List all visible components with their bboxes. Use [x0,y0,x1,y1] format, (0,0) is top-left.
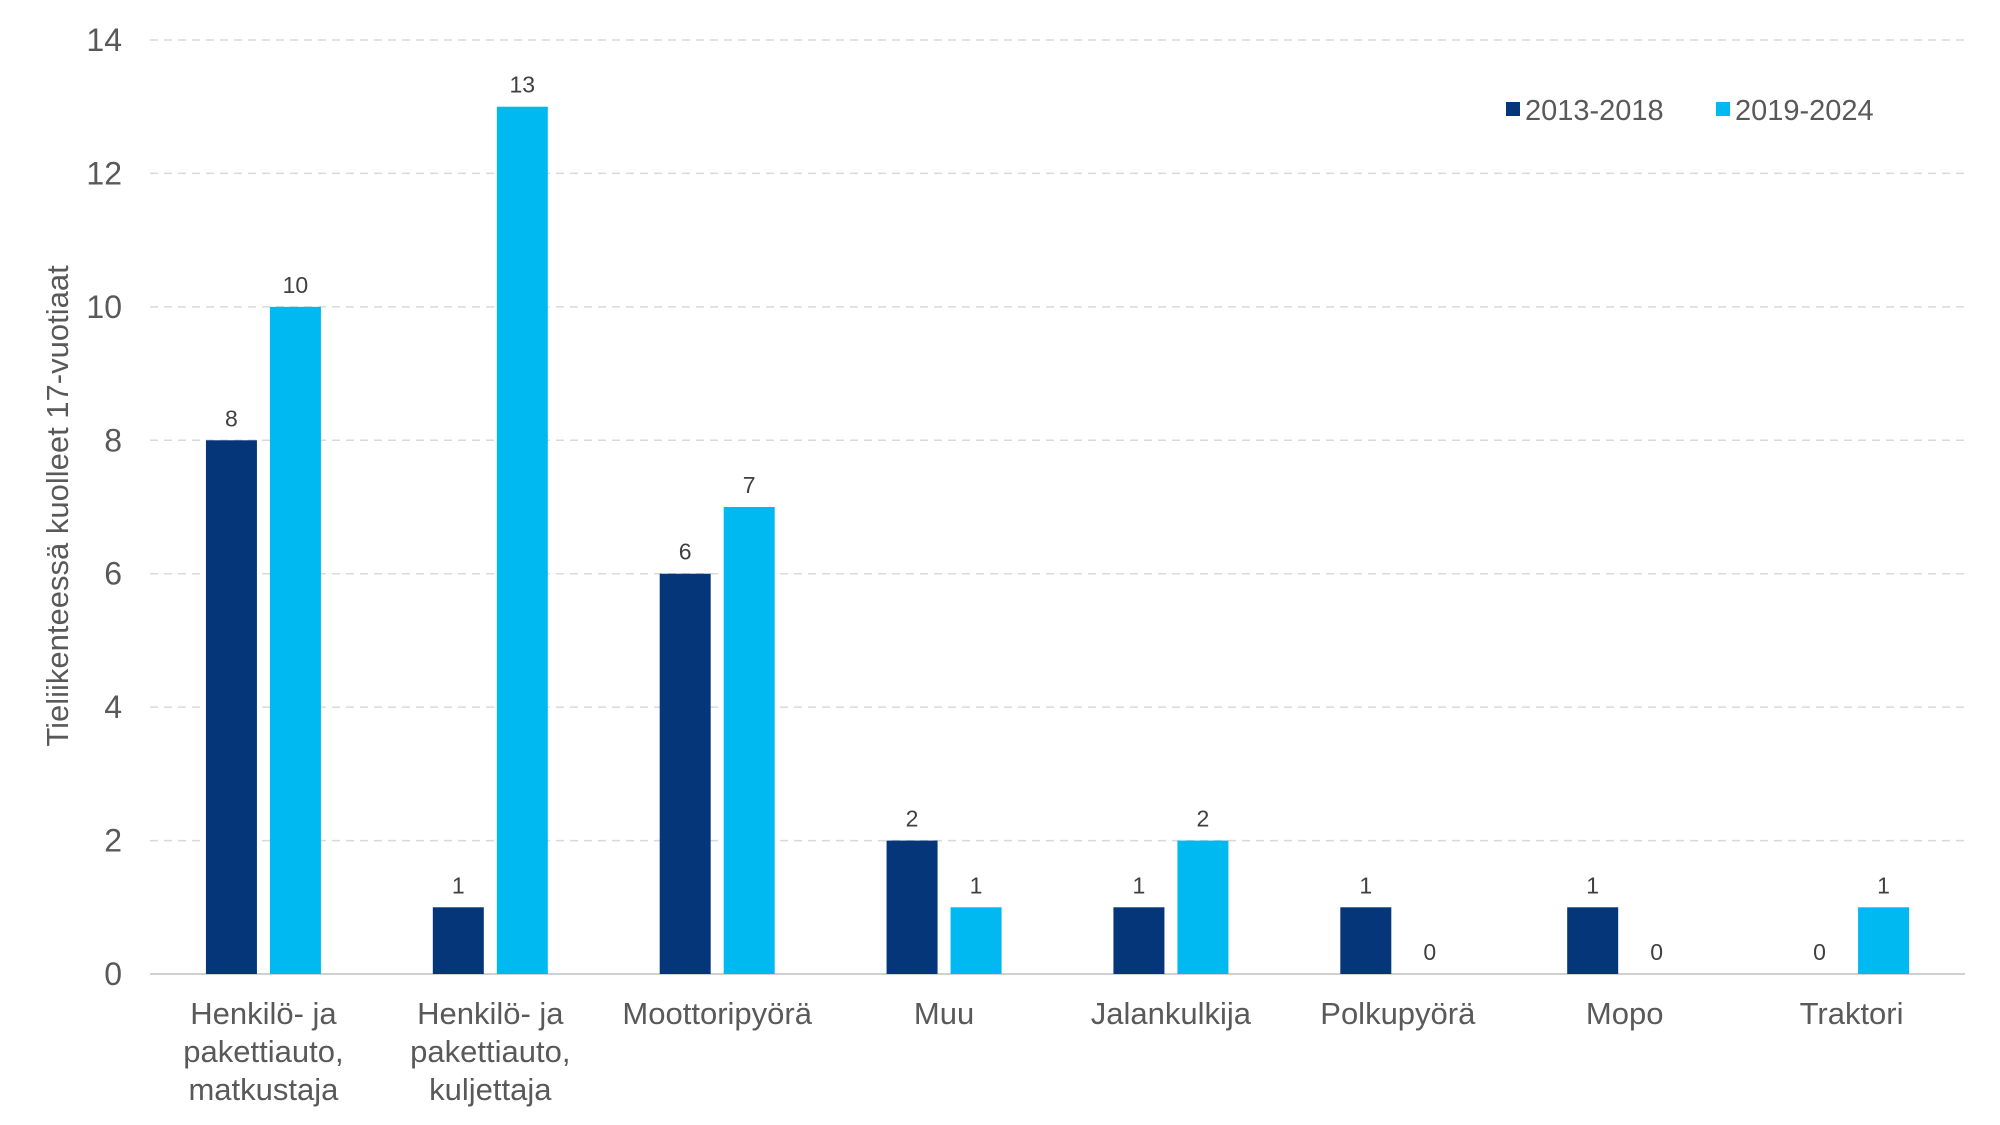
category-label-line: Jalankulkija [1091,996,1252,1031]
legend: 2013-2018 2019-2024 [1506,95,1874,127]
legend-swatch [1506,102,1520,116]
category-label-line: kuljettaja [429,1072,552,1107]
x-axis-categories: Henkilö- ja pakettiauto, matkustajaHenkilö… [183,996,1903,1107]
bar-2019-2024 [1177,840,1229,974]
data-label: 0 [1813,939,1826,965]
category-label-line: Polkupyörä [1320,996,1476,1031]
y-tick-label: 14 [86,22,122,58]
data-label: 6 [679,539,692,565]
category-label: Mopo [1586,996,1664,1031]
y-tick-label: 10 [86,289,122,325]
data-label: 13 [510,72,536,98]
data-label: 1 [1359,872,1372,898]
category-label-line: pakettiauto, [410,1034,570,1069]
y-tick-label: 12 [86,155,122,191]
category-label: Muu [914,996,974,1031]
data-label: 10 [283,272,309,298]
legend-label: 2013-2018 [1525,95,1664,127]
data-label: 1 [1586,872,1599,898]
category-label-line: Henkilö- ja [417,996,564,1031]
y-axis-ticks: 0 2 4 6 8 10 12 14 [86,22,122,992]
data-label: 0 [1423,939,1436,965]
data-label: 7 [743,472,756,498]
category-label: Henkilö- ja pakettiauto, matkustaja [183,996,343,1107]
bar-2013-2018 [205,440,257,974]
y-axis-label: Tieliikenteessä kuolleet 17-vuotiaat [40,265,75,747]
data-label: 1 [1877,872,1890,898]
data-label: 0 [1650,939,1663,965]
data-label: 1 [452,872,465,898]
bar-2013-2018 [659,573,711,974]
bar-2019-2024 [1858,907,1910,974]
gridlines [150,39,1965,975]
data-label: 8 [225,405,238,431]
category-label: Henkilö- ja pakettiauto, kuljettaja [410,996,570,1107]
data-label: 1 [970,872,983,898]
category-label: Traktori [1800,996,1904,1031]
y-tick-label: 0 [104,956,122,992]
category-label-line: Henkilö- ja [190,996,337,1031]
bar-2019-2024 [950,907,1002,974]
bar-2019-2024 [269,306,321,974]
bar-2013-2018 [1113,907,1165,974]
category-label: Jalankulkija [1091,996,1252,1031]
bar-2013-2018 [1340,907,1392,974]
category-label: Polkupyörä [1320,996,1476,1031]
bar-2019-2024 [496,106,548,974]
y-tick-label: 2 [104,823,122,859]
y-tick-label: 6 [104,556,122,592]
bar-2013-2018 [432,907,484,974]
legend-label: 2019-2024 [1735,95,1874,127]
data-label: 2 [1197,806,1210,832]
bar-2019-2024 [723,507,775,974]
category-label: Moottoripyörä [622,996,812,1031]
y-tick-label: 4 [104,689,122,725]
category-label-line: Mopo [1586,996,1664,1031]
category-label-line: matkustaja [188,1072,339,1107]
data-label: 1 [1133,872,1146,898]
bar-2013-2018 [1567,907,1619,974]
y-tick-label: 8 [104,422,122,458]
legend-swatch [1716,102,1730,116]
category-label-line: Traktori [1800,996,1904,1031]
bar-2013-2018 [886,840,938,974]
bars [205,106,1910,974]
data-label: 2 [906,806,919,832]
category-label-line: Moottoripyörä [622,996,812,1031]
category-label-line: Muu [914,996,974,1031]
category-label-line: pakettiauto, [183,1034,343,1069]
